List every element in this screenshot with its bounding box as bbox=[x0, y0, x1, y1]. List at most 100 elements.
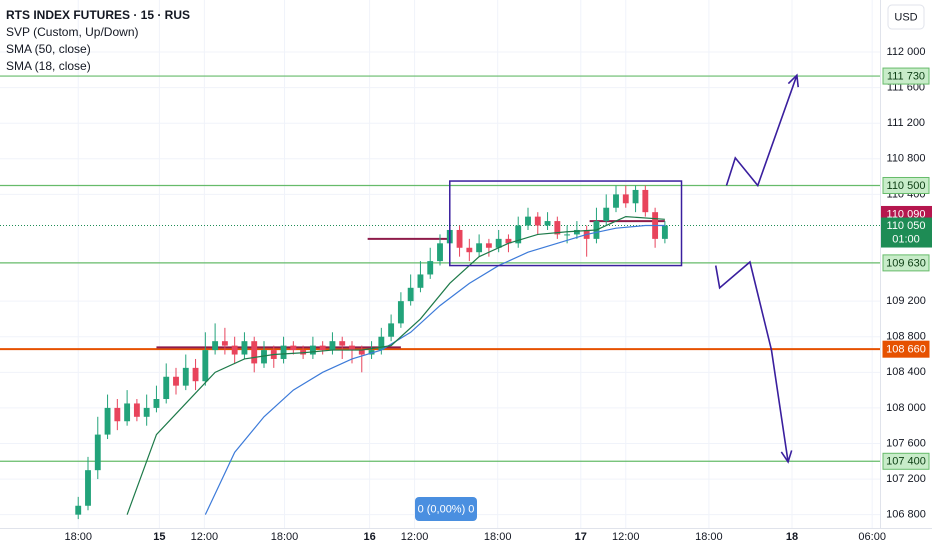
candle-body bbox=[495, 238, 502, 248]
candle-body bbox=[437, 243, 443, 262]
level-label: 110 500 bbox=[887, 180, 926, 192]
candle-body bbox=[75, 505, 82, 515]
sma-line bbox=[126, 216, 665, 515]
candle-body bbox=[349, 345, 355, 351]
y-tick-label: 106 800 bbox=[886, 509, 926, 521]
candle-body bbox=[417, 274, 424, 288]
candle-body bbox=[280, 345, 287, 359]
level-label-box bbox=[882, 340, 930, 358]
candle-body bbox=[182, 367, 189, 386]
candle-body bbox=[290, 345, 297, 351]
candle-body bbox=[212, 341, 219, 351]
candle-body bbox=[515, 225, 522, 244]
candle-body bbox=[534, 216, 541, 226]
y-tick-label: 108 000 bbox=[886, 402, 926, 414]
candle-body bbox=[525, 216, 531, 226]
y-tick-label: 108 800 bbox=[886, 331, 926, 343]
candle-body bbox=[124, 403, 131, 422]
level-label-box bbox=[882, 452, 930, 470]
candle-body bbox=[505, 238, 512, 244]
candle-body bbox=[485, 243, 492, 248]
arrow-head bbox=[787, 73, 799, 88]
candle-body bbox=[241, 341, 248, 355]
x-tick-label: 18:00 bbox=[695, 531, 723, 543]
price-label: 110 050 bbox=[887, 220, 926, 232]
candle-body bbox=[309, 345, 316, 355]
candle-body bbox=[173, 376, 179, 386]
drawings bbox=[449, 73, 799, 464]
x-tick-label: 12:00 bbox=[612, 531, 640, 543]
indicator-lines bbox=[126, 216, 665, 515]
x-tick-label: 18:00 bbox=[271, 531, 299, 543]
price-label-box bbox=[881, 217, 932, 248]
legend-entry: SMA (50, close) bbox=[6, 42, 91, 56]
status-text: 0 (0,00%) 0 bbox=[418, 503, 475, 515]
sma-line bbox=[204, 224, 665, 515]
candle-body bbox=[456, 229, 463, 248]
level-label: 107 400 bbox=[886, 456, 926, 468]
level-label: 109 630 bbox=[886, 257, 926, 269]
candle-body bbox=[114, 407, 121, 422]
candle-body bbox=[388, 323, 395, 337]
status-pill bbox=[415, 497, 477, 521]
x-tick-label: 18:00 bbox=[64, 531, 92, 543]
x-tick-label: 06:00 bbox=[858, 531, 886, 543]
candle-body bbox=[143, 407, 150, 417]
arrow-path bbox=[714, 260, 789, 463]
chart-title: RTS INDEX FUTURES · 15 · RUS bbox=[6, 8, 190, 22]
candle-body bbox=[231, 345, 238, 355]
candle-body bbox=[427, 261, 434, 275]
arrow-head bbox=[780, 450, 793, 464]
x-tick-label: 12:00 bbox=[401, 531, 429, 543]
range-box bbox=[449, 180, 683, 267]
grid bbox=[0, 0, 880, 528]
candle-body bbox=[661, 225, 668, 239]
candle-body bbox=[153, 399, 160, 408]
arrow-path bbox=[725, 74, 798, 188]
candle-body bbox=[397, 301, 404, 324]
legend-entry: SMA (18, close) bbox=[6, 59, 91, 73]
candle-body bbox=[133, 403, 140, 417]
candle-body bbox=[192, 367, 199, 382]
y-tick-label: 107 600 bbox=[886, 437, 926, 449]
level-label: 111 730 bbox=[887, 70, 925, 82]
candle-body bbox=[329, 341, 336, 351]
currency-label[interactable]: USD bbox=[894, 11, 917, 23]
candle-body bbox=[632, 189, 639, 204]
candle-body bbox=[94, 434, 101, 471]
candle-body bbox=[378, 336, 385, 351]
level-label-box bbox=[882, 67, 930, 85]
candle-body bbox=[613, 194, 619, 208]
candle-body bbox=[202, 350, 209, 382]
candle-body bbox=[476, 243, 483, 253]
y-tick-label: 108 400 bbox=[886, 366, 926, 378]
x-tick-label: 18:00 bbox=[484, 531, 512, 543]
x-tick-label: 18 bbox=[786, 531, 798, 543]
candle-body bbox=[85, 470, 91, 506]
y-tick-label: 109 200 bbox=[886, 295, 926, 307]
y-tick-label: 110 800 bbox=[887, 153, 926, 165]
level-label-box bbox=[882, 254, 930, 272]
candle-body bbox=[339, 341, 346, 346]
candle-body bbox=[261, 350, 267, 364]
currency-button[interactable] bbox=[887, 4, 925, 30]
y-tick-label: 107 200 bbox=[886, 473, 926, 485]
candle-body bbox=[251, 341, 258, 364]
candle-body bbox=[319, 345, 326, 351]
candle-body bbox=[163, 376, 170, 400]
level-label: 108 660 bbox=[886, 344, 926, 356]
level-label-box bbox=[882, 176, 930, 194]
candle-body bbox=[564, 234, 571, 236]
indicator-label: SVP (Custom, Up/Down) bbox=[6, 25, 139, 39]
candle-body bbox=[642, 189, 649, 213]
candle-body bbox=[554, 221, 561, 235]
y-tick-label: 112 000 bbox=[887, 46, 926, 58]
candle-body bbox=[544, 221, 551, 226]
candle-body bbox=[104, 407, 111, 435]
countdown-label: 01:00 bbox=[892, 233, 920, 245]
candle-body bbox=[603, 207, 610, 222]
x-tick-label: 17 bbox=[575, 531, 587, 543]
